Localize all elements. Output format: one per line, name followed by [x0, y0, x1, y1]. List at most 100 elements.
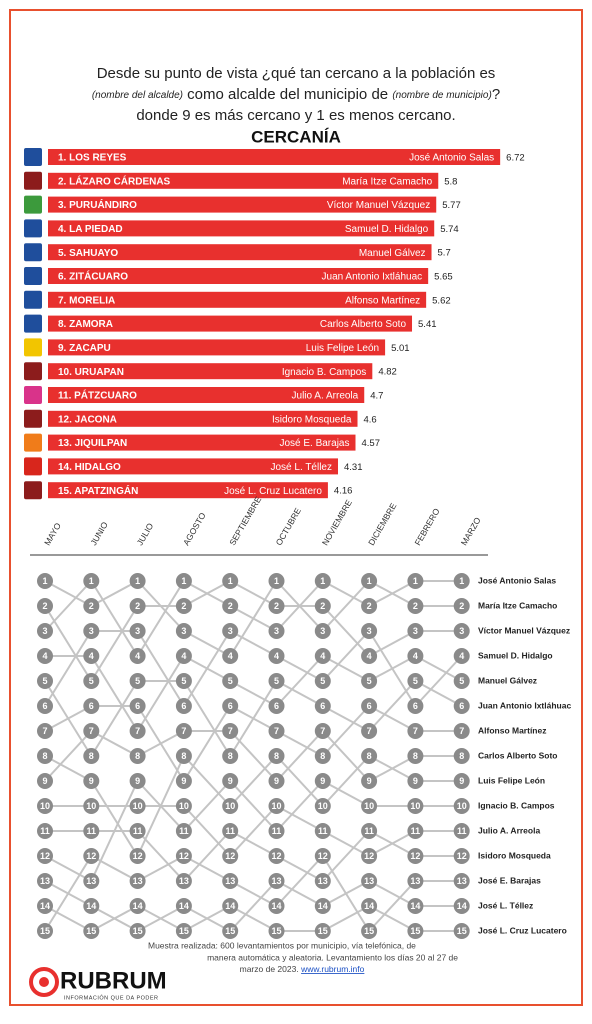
rank-marker: [314, 573, 331, 589]
rank-label: 3: [413, 626, 418, 636]
rank-label: 8: [89, 751, 94, 761]
rank-label: 2: [274, 601, 279, 611]
rank-marker: [129, 773, 146, 789]
rank-marker: [83, 923, 100, 939]
rank-label: 11: [272, 826, 282, 836]
rank-marker: [268, 848, 285, 864]
rank-label: 3: [459, 626, 464, 636]
rank-label: 15: [179, 926, 189, 936]
rank-marker: [314, 748, 331, 764]
rank-marker: [453, 898, 470, 914]
rank-marker: [222, 773, 239, 789]
rank-label: 9: [89, 776, 94, 786]
rank-label: 13: [40, 876, 50, 886]
rank-marker: [37, 748, 53, 764]
category-label: 15. APATZINGÁN: [58, 484, 138, 497]
rank-marker: [361, 648, 378, 664]
rank-marker: [314, 798, 331, 814]
rank-label: 8: [413, 751, 418, 761]
rank-label: 2: [459, 601, 464, 611]
x-tick-label: MAYO: [42, 521, 63, 547]
rank-label: 10: [410, 801, 420, 811]
party-icon: [24, 338, 42, 357]
party-icon: [24, 362, 42, 381]
rank-marker: [129, 698, 146, 714]
rank-marker: [222, 823, 239, 839]
rank-label: 14: [133, 901, 143, 911]
rank-label: 12: [133, 851, 143, 861]
rank-marker: [361, 848, 378, 864]
rank-marker: [37, 873, 53, 889]
rank-marker: [314, 623, 331, 639]
chart-title: CERCANÍA: [251, 127, 341, 146]
value-label: 4.82: [378, 367, 397, 378]
rank-marker: [83, 873, 100, 889]
value-label: 5.8: [444, 176, 457, 187]
rank-label: 9: [181, 776, 186, 786]
bar: [48, 244, 432, 261]
link[interactable]: www.rubrum.info: [300, 964, 365, 974]
bar: [48, 363, 373, 380]
rank-label: 9: [367, 776, 372, 786]
rank-marker: [314, 898, 331, 914]
rank-marker: [175, 923, 192, 939]
rank-label: 14: [318, 901, 328, 911]
rank-label: 3: [274, 626, 279, 636]
rank-marker: [37, 898, 53, 914]
party-icon: [24, 290, 42, 309]
party-icon: [24, 481, 42, 500]
rank-marker: [268, 648, 285, 664]
rank-label: 6: [320, 701, 325, 711]
rank-marker: [175, 598, 192, 614]
candidate-name: Samuel D. Hidalgo: [345, 224, 429, 235]
rank-marker: [314, 773, 331, 789]
rank-label: 3: [89, 626, 94, 636]
rank-marker: [361, 573, 378, 589]
category-label: 1. LOS REYES: [58, 153, 127, 164]
rank-marker: [222, 623, 239, 639]
rank-label: 1: [135, 576, 140, 586]
rank-marker: [453, 923, 470, 939]
bar: [48, 172, 439, 189]
rank-marker: [314, 723, 331, 739]
rank-marker: [268, 623, 285, 639]
rank-marker: [129, 898, 146, 914]
rank-label: 13: [318, 876, 328, 886]
rank-label: 1: [459, 576, 464, 586]
legend-entry: Samuel D. Hidalgo: [478, 650, 553, 660]
rank-label: 3: [42, 626, 47, 636]
rank-label: 11: [411, 826, 421, 836]
rank-marker: [268, 673, 285, 689]
rank-label: 13: [410, 876, 420, 886]
category-label: 5. SAHUAYO: [58, 248, 118, 259]
rank-marker: [83, 598, 100, 614]
party-icon: [24, 219, 42, 238]
party-icon: [24, 409, 42, 428]
q-part: como alcalde del municipio de: [183, 86, 392, 103]
rank-marker: [83, 848, 100, 864]
rank-label: 7: [89, 726, 94, 736]
rank-marker: [268, 598, 285, 614]
rank-label: 9: [459, 776, 464, 786]
rank-label: 15: [457, 926, 467, 936]
legend-entry: María Itze Camacho: [478, 600, 557, 610]
rank-label: 2: [181, 601, 186, 611]
rank-marker: [37, 598, 53, 614]
rank-marker: [222, 573, 239, 589]
category-label: 3. PURUÁNDIRO: [58, 198, 137, 211]
rank-label: 13: [225, 876, 235, 886]
rank-marker: [407, 698, 424, 714]
question: donde 9 es más cercano y 1 es menos cerc…: [136, 107, 455, 124]
rank-marker: [37, 798, 53, 814]
legend-entry: Luis Felipe León: [478, 775, 545, 785]
rank-label: 12: [225, 851, 235, 861]
rank-marker: [129, 823, 146, 839]
rank-marker: [453, 648, 470, 664]
rank-marker: [314, 598, 331, 614]
rank-marker: [314, 923, 331, 939]
rank-marker: [361, 673, 378, 689]
rank-marker: [453, 773, 470, 789]
rank-label: 1: [320, 576, 325, 586]
rank-marker: [453, 573, 470, 589]
value-label: 5.62: [432, 295, 451, 306]
